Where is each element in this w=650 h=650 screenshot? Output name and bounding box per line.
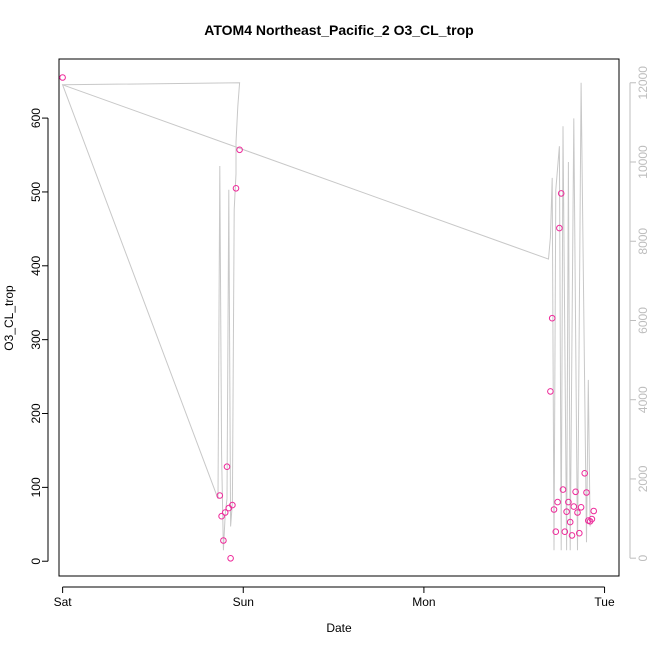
data-point-8 [229,501,236,509]
y2-tick-label-6: 12000 [636,66,650,100]
data-point-33 [588,515,596,523]
altitude-line-layer [61,82,591,551]
data-point-3 [220,537,227,544]
x-tick-label-1: Sun [233,595,254,609]
data-point-11 [547,388,554,395]
y-axis-label: O3_CL_trop [2,285,16,351]
y2-tick-label-3: 6000 [636,307,650,334]
y-tick-label-1: 100 [29,477,43,497]
y2-tick-label-2: 4000 [636,386,650,413]
data-point-24 [570,503,578,510]
data-point-29 [581,470,589,477]
x-tick-label-2: Mon [412,595,435,609]
x-axis-label: Date [326,621,352,635]
chart-title: ATOM4 Northeast_Pacific_2 O3_CL_trop [204,22,473,38]
data-point-28 [577,504,585,511]
data-point-19 [561,528,569,536]
y-tick-label-6: 600 [29,108,43,128]
x-tick-label-0: Sat [54,595,73,609]
data-point-25 [572,488,579,496]
data-point-9 [232,185,240,192]
data-point-21 [565,498,572,506]
data-point-23 [568,532,576,539]
x-axis: Sat Sun Mon Tue [54,586,615,609]
y2-tick-label-0: 0 [636,555,650,562]
data-point-14 [552,528,560,536]
y2-tick-label-5: 10000 [636,145,650,179]
data-point-34 [590,507,598,515]
data-point-13 [550,506,558,513]
y2-tick-label-1: 2000 [636,465,650,492]
y-tick-label-0: 0 [29,558,43,565]
data-point-2 [218,512,225,520]
points-layer [59,74,598,562]
data-point-16 [556,224,563,232]
y-tick-label-2: 200 [29,403,43,423]
data-point-0 [59,74,66,81]
data-point-22 [566,518,574,526]
data-point-27 [576,529,583,537]
altitude-line [61,82,591,551]
data-point-7 [227,555,234,562]
plot-box [58,58,620,577]
data-point-18 [559,486,567,493]
data-point-15 [554,498,561,506]
data-point-12 [548,314,556,322]
data-point-10 [236,146,243,154]
data-point-17 [557,190,565,197]
y-axis-right: 0 2000 4000 6000 8000 10000 12000 [629,66,650,562]
data-point-4 [221,509,229,516]
y-tick-label-4: 400 [29,255,43,275]
data-point-30 [583,489,590,496]
data-point-26 [574,509,581,516]
y2-tick-label-4: 8000 [636,228,650,255]
y-axis-left: 0 100 200 300 400 500 600 [29,108,49,565]
y-tick-label-5: 500 [29,182,43,202]
x-tick-label-3: Tue [594,595,615,609]
data-point-1 [216,492,224,499]
data-point-5 [223,463,231,471]
data-point-20 [563,508,570,516]
y-tick-label-3: 300 [29,329,43,349]
